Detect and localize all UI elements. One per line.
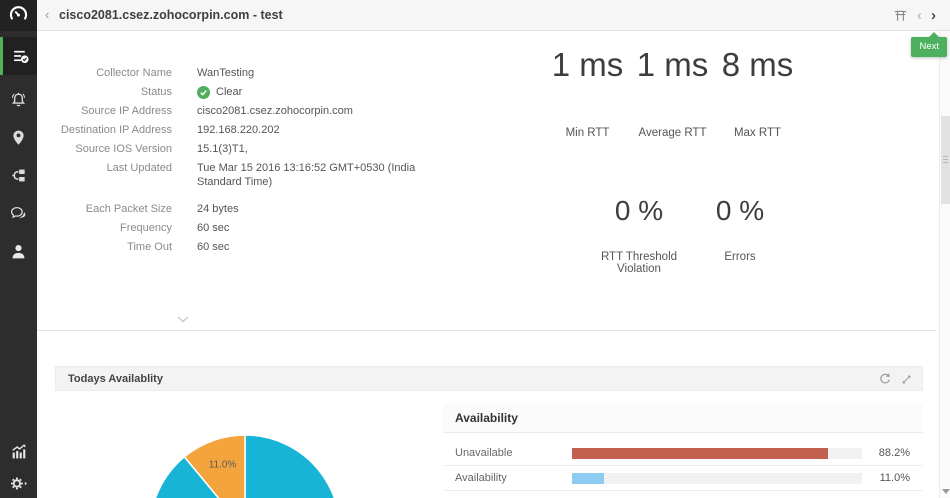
rtt-threshold-violation-label: RTT Threshold Violation [600, 251, 678, 275]
status-check-icon [197, 85, 210, 99]
gauge-logo-icon [8, 3, 29, 29]
max-rtt-label: Max RTT [733, 127, 782, 139]
user-person-icon [10, 243, 27, 260]
min-rtt-metric: 1 ms Min RTT [545, 45, 630, 139]
page-title: cisco2081.csez.zohocorpin.com - test [59, 8, 283, 22]
rtt-threshold-violation-metric: 0 % RTT Threshold Violation [578, 193, 700, 275]
min-rtt-label: Min RTT [565, 127, 610, 139]
workflow-links-icon [10, 167, 27, 184]
monitor-list-check-icon [12, 48, 29, 65]
detail-label: Last Updated [106, 162, 172, 174]
location-pin-icon [10, 129, 27, 146]
detail-value: 192.168.220.202 [197, 124, 280, 136]
detail-row: Source IP Address cisco2081.csez.zohocor… [37, 104, 517, 118]
chat-bubbles-icon [10, 205, 27, 222]
vertical-scrollbar[interactable] [939, 31, 950, 498]
sidebar-item-user[interactable] [0, 232, 37, 270]
rtt-metrics: 1 ms Min RTT 1 ms Average RTT 8 ms Max R… [545, 45, 800, 139]
detail-label: Status [140, 86, 172, 98]
average-rtt-value: 1 ms [636, 46, 709, 83]
min-rtt-value: 1 ms [551, 46, 624, 83]
detail-label: Source IOS Version [75, 143, 172, 155]
rtt-threshold-violation-value: 0 % [614, 195, 664, 226]
alarm-bell-icon [10, 91, 27, 108]
detail-label: Each Packet Size [85, 203, 172, 215]
detail-row: Source IOS Version 15.1(3)T1, [37, 142, 517, 156]
todays-availability-widget-header: Todays Availablity [55, 366, 923, 391]
detail-value: 60 sec [197, 222, 230, 234]
svg-text:11.0%: 11.0% [209, 459, 237, 470]
errors-value: 0 % [715, 195, 765, 226]
analytics-chart-icon [10, 443, 27, 460]
back-chevron-icon[interactable]: ‹ [45, 7, 50, 22]
detail-value: 60 sec [197, 241, 230, 253]
availability-row-availability: Availability 11.0% [443, 466, 923, 491]
row-value: 11.0% [879, 472, 910, 484]
detail-row: Status Clear [37, 85, 517, 99]
average-rtt-metric: 1 ms Average RTT [630, 45, 715, 139]
next-monitor-chevron-icon[interactable]: › [931, 6, 936, 24]
scrollbar-thumb[interactable] [941, 116, 950, 204]
sidebar-item-maps[interactable] [0, 118, 37, 156]
prev-monitor-chevron-icon[interactable]: ‹ [917, 6, 922, 24]
title-bar: ‹ cisco2081.csez.zohocorpin.com - test ‹… [37, 0, 950, 31]
detail-row: Each Packet Size 24 bytes [37, 202, 517, 216]
max-rtt-value: 8 ms [721, 46, 794, 83]
detail-label: Frequency [120, 222, 172, 234]
customize-columns-icon[interactable] [893, 8, 908, 23]
errors-metric: 0 % Errors [700, 193, 780, 275]
errors-label: Errors [724, 251, 756, 263]
availability-bar-fill [572, 448, 828, 459]
sidebar-item-monitors[interactable] [0, 37, 37, 75]
tour-next-button[interactable]: Next [911, 32, 947, 57]
detail-value: WanTesting [197, 67, 255, 79]
percentage-metrics: 0 % RTT Threshold Violation 0 % Errors [578, 193, 780, 275]
detail-row: Last Updated Tue Mar 15 2016 13:16:52 GM… [37, 161, 517, 189]
app-logo[interactable] [0, 0, 37, 31]
detail-label: Collector Name [96, 67, 172, 79]
detail-row: Destination IP Address 192.168.220.202 [37, 123, 517, 137]
detail-label: Time Out [127, 241, 172, 253]
average-rtt-label: Average RTT [638, 127, 707, 139]
sidebar-item-alarms[interactable] [0, 80, 37, 118]
bar-track [572, 448, 862, 459]
detail-value: 24 bytes [197, 203, 239, 215]
gear-icon [9, 475, 28, 492]
availability-bar-fill [572, 473, 604, 484]
availability-title: Availability [455, 411, 518, 425]
row-label: Unavailable [455, 447, 513, 459]
bar-track [572, 473, 862, 484]
row-value: 88.2% [878, 447, 910, 459]
status-text: Clear [216, 86, 243, 98]
widget-title: Todays Availablity [68, 373, 163, 385]
availability-panel-header: Availability [443, 403, 923, 433]
refresh-icon[interactable] [879, 373, 891, 385]
max-rtt-metric: 8 ms Max RTT [715, 45, 800, 139]
sidebar-item-chat[interactable] [0, 194, 37, 232]
detail-value: Clear [197, 85, 455, 99]
collapse-panel-chevron-icon[interactable] [177, 310, 189, 328]
row-label: Availability [455, 472, 507, 484]
availability-panel: Availability Unavailable 88.2% Availabil… [443, 403, 923, 498]
detail-row: Frequency 60 sec [37, 221, 517, 235]
monitor-details-panel: Collector Name WanTesting Status Clear S… [37, 66, 517, 259]
sidebar-item-integrations[interactable] [0, 156, 37, 194]
section-divider [37, 330, 936, 331]
detail-value: 15.1(3)T1, [197, 143, 248, 155]
detail-value: Tue Mar 15 2016 13:16:52 GMT+0530 (India… [197, 162, 416, 188]
detail-label: Destination IP Address [60, 124, 172, 136]
detail-label: Source IP Address [81, 105, 172, 117]
sidebar [0, 0, 37, 498]
availability-row-maintenance: Maintenance 0.8% [443, 491, 923, 498]
scrollbar-down-icon[interactable] [942, 489, 950, 494]
availability-row-unavailable: Unavailable 88.2% [443, 441, 923, 466]
sidebar-item-reports[interactable] [0, 432, 37, 470]
detail-value: cisco2081.csez.zohocorpin.com [197, 105, 353, 117]
detail-row: Time Out 60 sec [37, 240, 517, 254]
detail-row: Collector Name WanTesting [37, 66, 517, 80]
expand-widget-icon[interactable] [901, 374, 912, 385]
availability-pie-chart: 11.0% [148, 391, 348, 498]
sidebar-item-settings[interactable] [0, 464, 37, 498]
